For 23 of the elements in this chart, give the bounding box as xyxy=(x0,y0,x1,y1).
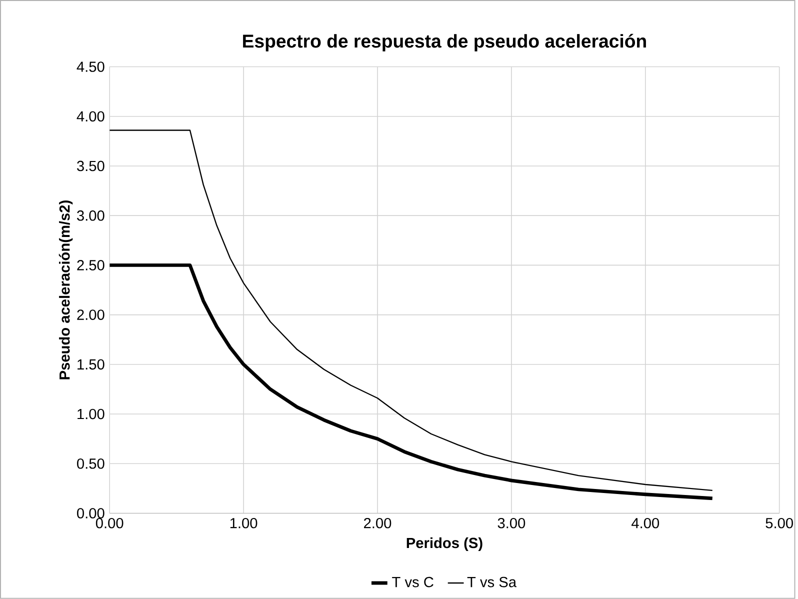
y-tick-label: 2.50 xyxy=(77,260,104,270)
y-tick-label: 4.00 xyxy=(76,111,104,122)
y-tick-label: 4.50 xyxy=(76,62,104,72)
y-tick-label: 3.50 xyxy=(77,160,104,172)
x-tick-label: 2.00 xyxy=(364,518,392,528)
legend-label: T vs Sa xyxy=(467,576,517,588)
y-tick-label: 1.00 xyxy=(78,408,104,420)
x-tick-label: 5.00 xyxy=(766,518,793,528)
x-tick-label: 1.00 xyxy=(230,518,258,528)
y-tick-label: 1.50 xyxy=(78,359,104,370)
chart-title: Espectro de respuesta de pseudo aceleración xyxy=(243,34,646,52)
line-series xyxy=(110,130,713,492)
x-tick-label: 3.00 xyxy=(498,518,526,528)
y-axis-title: Pseudo aceleración(m/s2) xyxy=(58,200,73,380)
y-tick-label: 0.00 xyxy=(77,508,104,518)
x-tick-label: 0.00 xyxy=(96,518,124,528)
y-tick-label: 2.00 xyxy=(77,310,104,320)
x-axis-title: Peridos (S) xyxy=(406,537,482,552)
x-tick-label: 4.00 xyxy=(632,518,660,528)
line-series xyxy=(110,263,714,500)
legend-label: T vs C xyxy=(392,576,434,588)
y-tick-label: 3.00 xyxy=(77,210,104,221)
y-tick-label: 0.50 xyxy=(77,458,104,469)
